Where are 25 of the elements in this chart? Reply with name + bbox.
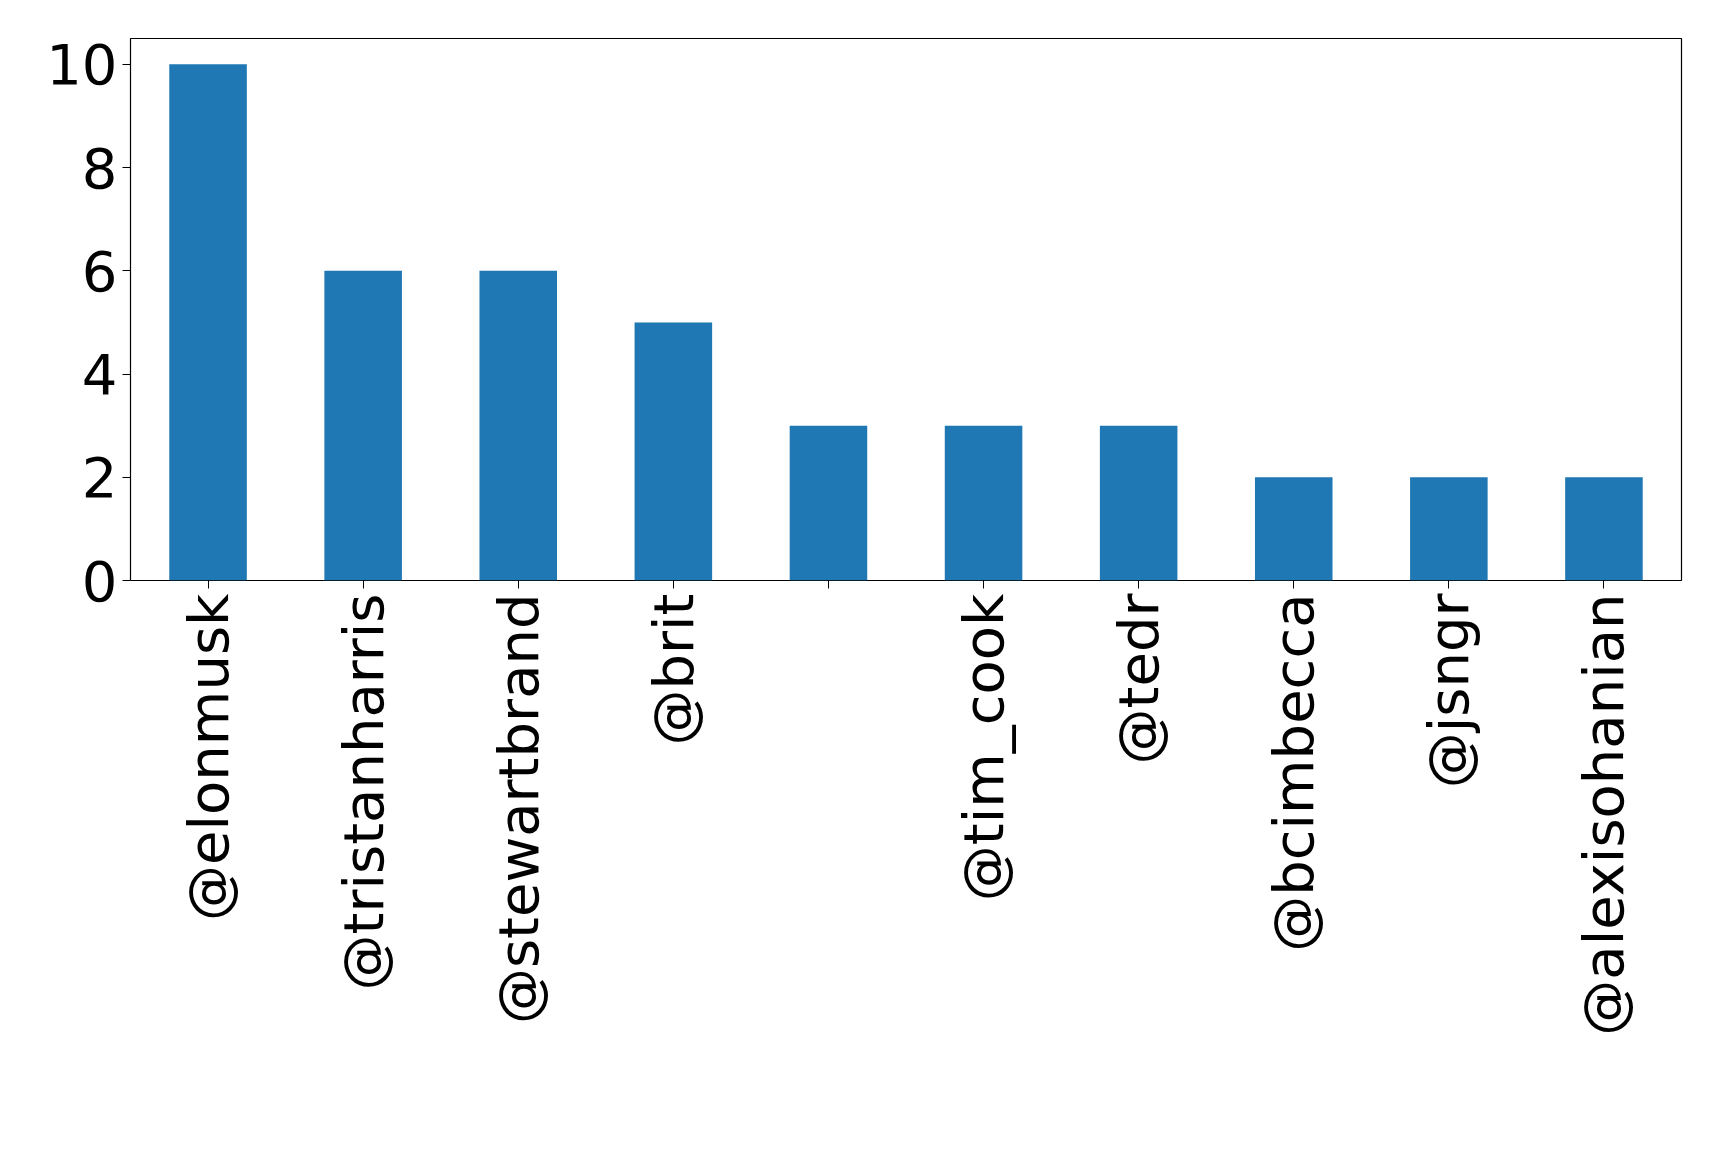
y-tick-label: 0 [81,548,118,614]
x-tick-label: @brit [640,593,706,746]
bar [1410,477,1488,581]
bar [479,270,558,581]
bar [1565,477,1643,581]
x-tick-label: @bcimbecca [1261,593,1327,952]
bar [944,425,1023,581]
bar [634,322,713,581]
y-tick-label: 2 [81,445,118,511]
y-tick-label: 4 [81,342,118,408]
x-tick-label: @jsngr [1416,592,1482,789]
y-tick-label: 6 [81,238,118,304]
x-tick-label: @tristanharris [330,593,396,991]
x-tick-label: @alexisohanian [1571,593,1637,1036]
bar [1254,477,1333,581]
bar [324,270,402,581]
bar [169,64,247,581]
bar [789,425,868,581]
x-tick-label: @tim_cook [951,592,1017,902]
bar [1099,425,1178,581]
y-tick-label: 8 [81,135,118,201]
x-tick-label: @tedr [1106,592,1172,765]
x-tick-label: @stewartbrand [485,593,551,1025]
x-tick-label: @elonmusk [175,592,241,921]
y-tick-label: 10 [46,32,118,98]
